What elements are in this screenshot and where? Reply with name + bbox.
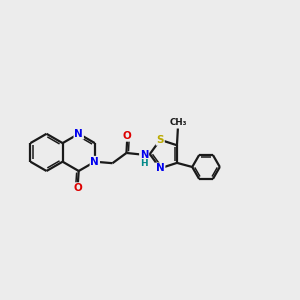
Text: S: S: [156, 135, 164, 145]
Text: N: N: [156, 163, 165, 173]
Text: CH₃: CH₃: [169, 118, 187, 127]
Text: N: N: [74, 129, 83, 139]
Text: O: O: [123, 131, 132, 141]
Text: N: N: [140, 150, 148, 160]
Text: O: O: [73, 183, 82, 193]
Text: N: N: [90, 157, 99, 167]
Text: H: H: [140, 159, 148, 168]
